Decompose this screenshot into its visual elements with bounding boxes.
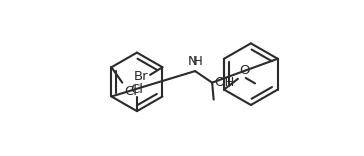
Text: Br: Br (134, 70, 149, 83)
Text: OH: OH (214, 76, 234, 89)
Text: Cl: Cl (130, 83, 143, 96)
Text: H: H (193, 55, 203, 68)
Text: N: N (187, 55, 197, 68)
Text: O: O (240, 64, 250, 77)
Text: Cl: Cl (124, 85, 137, 98)
